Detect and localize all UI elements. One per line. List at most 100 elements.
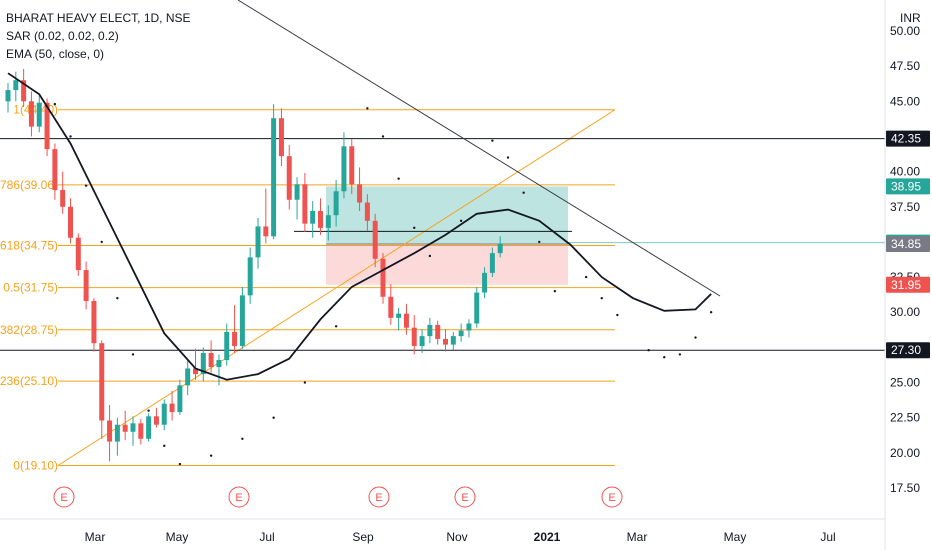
sar-dot bbox=[459, 219, 463, 223]
candle-body bbox=[83, 270, 89, 301]
fib-level-label: 0.5(31.75) bbox=[3, 281, 58, 295]
candle-body bbox=[99, 343, 105, 421]
symbol-title[interactable]: BHARAT HEAVY ELECT, 1D, NSE bbox=[6, 11, 191, 25]
sar-dot bbox=[84, 184, 88, 187]
price-label-text: 31.95 bbox=[891, 278, 921, 292]
trendlines bbox=[237, 0, 721, 297]
price-tick-label: 47.50 bbox=[890, 59, 920, 73]
fib-trend-line bbox=[57, 109, 616, 466]
stop-zone bbox=[326, 244, 568, 285]
candle-body bbox=[52, 149, 58, 190]
sar-dot bbox=[538, 240, 541, 244]
candle-body bbox=[482, 272, 488, 293]
time-tick-label: Sep bbox=[352, 530, 374, 544]
time-tick-label: May bbox=[724, 530, 747, 544]
ema-polyline bbox=[7, 72, 712, 381]
sar-dot bbox=[272, 416, 275, 419]
ema-indicator-label[interactable]: EMA (50, close, 0) bbox=[6, 47, 105, 61]
time-tick-label: 2021 bbox=[534, 530, 561, 544]
candle-body bbox=[271, 118, 277, 237]
ema-line bbox=[7, 72, 712, 381]
candle-body bbox=[185, 368, 191, 386]
candle-body bbox=[36, 102, 42, 127]
sar-dot bbox=[178, 462, 182, 466]
candle-body bbox=[302, 184, 308, 224]
candle-body bbox=[208, 353, 214, 368]
candle-body bbox=[286, 156, 292, 200]
sar-dot bbox=[209, 454, 213, 457]
time-tick-label: May bbox=[166, 530, 189, 544]
fib-level-label: 0.618(34.75) bbox=[0, 238, 58, 252]
candle-body bbox=[497, 244, 503, 254]
sar-dot bbox=[709, 311, 713, 314]
candle-body bbox=[247, 257, 253, 296]
sar-dot bbox=[397, 177, 400, 180]
earnings-marker bbox=[53, 486, 75, 508]
sar-dot bbox=[241, 437, 244, 440]
candle-body bbox=[458, 330, 464, 337]
sar-dot bbox=[616, 313, 619, 317]
earnings-marker-label: E bbox=[461, 492, 468, 504]
sar-indicator-label[interactable]: SAR (0.02, 0.02, 0.2) bbox=[6, 29, 119, 43]
candle-body bbox=[388, 296, 394, 318]
sar-dot bbox=[303, 381, 307, 384]
candle-body bbox=[153, 416, 159, 425]
time-tick-label: Mar bbox=[85, 530, 106, 544]
sar-dot bbox=[100, 240, 103, 244]
candle-body bbox=[489, 253, 495, 273]
candle-body bbox=[107, 420, 113, 442]
sar-dots bbox=[53, 102, 713, 466]
candle-body bbox=[44, 102, 50, 150]
fib-level-label: 0(19.10) bbox=[13, 459, 58, 473]
price-label-text: 42.35 bbox=[891, 132, 921, 146]
price-label-text: 34.85 bbox=[891, 237, 921, 251]
candle-body bbox=[122, 424, 128, 432]
candle-body bbox=[130, 423, 136, 432]
candle-body bbox=[427, 324, 433, 337]
earnings-marker-label: E bbox=[608, 492, 615, 504]
candle-body bbox=[28, 101, 34, 127]
candle-body bbox=[5, 90, 11, 102]
candle-body bbox=[357, 184, 363, 203]
sar-dot bbox=[694, 336, 697, 339]
candle-body bbox=[114, 424, 120, 442]
candle-body bbox=[396, 313, 402, 318]
sar-dot bbox=[334, 325, 338, 328]
candle-body bbox=[193, 368, 198, 375]
candle-body bbox=[474, 292, 480, 324]
position-zones bbox=[326, 186, 885, 285]
candle-body bbox=[68, 206, 73, 238]
earnings-marker bbox=[601, 486, 623, 508]
currency-label: INR bbox=[900, 11, 921, 25]
sar-dot bbox=[553, 289, 557, 293]
target-zone bbox=[326, 186, 568, 245]
candle-body bbox=[403, 313, 409, 328]
sar-dot bbox=[366, 107, 369, 110]
earnings-marker-label: E bbox=[235, 492, 242, 504]
price-label-badge bbox=[886, 130, 930, 147]
sar-dot bbox=[131, 353, 135, 356]
price-label-badge bbox=[886, 178, 930, 195]
time-tick-label: Jul bbox=[820, 530, 835, 544]
candle-body bbox=[318, 210, 323, 228]
sar-dot bbox=[381, 135, 385, 138]
candle-body bbox=[325, 215, 331, 228]
candle-body bbox=[13, 80, 19, 91]
candle-body bbox=[349, 146, 355, 185]
price-tick-label: 37.50 bbox=[890, 200, 920, 214]
sar-dot bbox=[522, 191, 525, 194]
sar-dot bbox=[53, 102, 57, 106]
candle-body bbox=[200, 353, 206, 375]
sar-dot bbox=[413, 226, 416, 230]
downtrend-line bbox=[237, 0, 721, 297]
earnings-marker bbox=[454, 486, 476, 508]
chart-legend: BHARAT HEAVY ELECT, 1D, NSE SAR (0.02, 0… bbox=[6, 9, 191, 63]
candle-body bbox=[294, 184, 300, 200]
time-axis[interactable]: Mar May Jul Sep Nov 2021 Mar May Jul bbox=[85, 530, 836, 544]
price-label-text: 38.95 bbox=[891, 179, 921, 193]
sar-dot bbox=[69, 135, 72, 138]
horizontal-lines bbox=[0, 138, 885, 351]
candle-body bbox=[435, 324, 441, 339]
